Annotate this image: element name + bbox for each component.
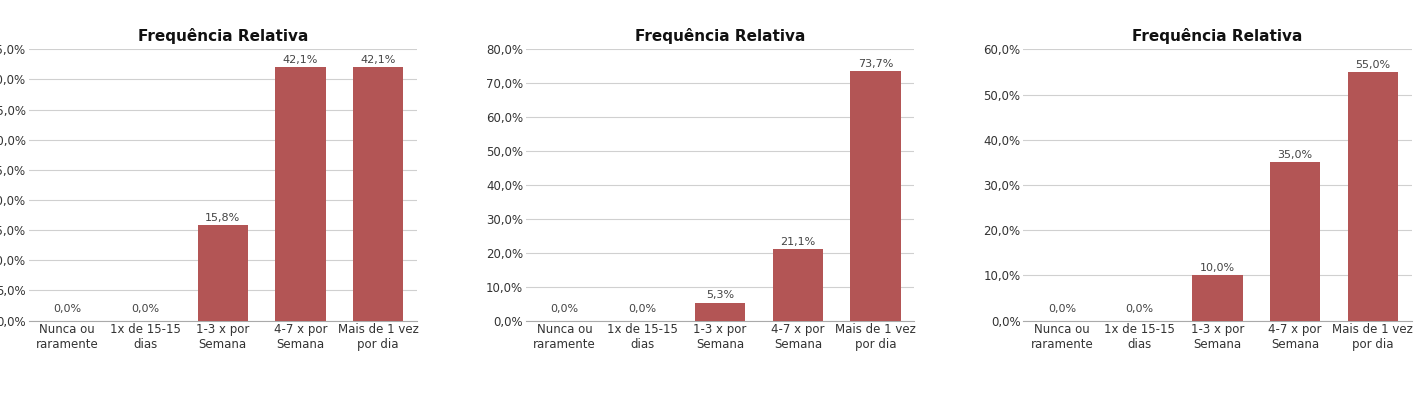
Bar [773,249,823,321]
Text: 42,1%: 42,1% [361,55,396,65]
Text: 0,0%: 0,0% [1125,304,1154,314]
Text: 0,0%: 0,0% [1048,304,1077,314]
Bar [1271,162,1320,321]
Text: 10,0%: 10,0% [1199,263,1235,273]
Bar [1192,275,1242,321]
Bar [354,67,404,321]
Text: 55,0%: 55,0% [1355,60,1390,70]
Text: 0,0%: 0,0% [53,304,81,314]
Text: 0,0%: 0,0% [550,304,579,314]
Text: 42,1%: 42,1% [282,55,318,65]
Text: 5,3%: 5,3% [706,291,734,300]
Bar [850,71,901,321]
Text: 0,0%: 0,0% [131,304,160,314]
Bar [198,225,248,321]
Text: 73,7%: 73,7% [858,58,893,69]
Text: 21,1%: 21,1% [780,237,816,247]
Title: Frequência Relativa: Frequência Relativa [137,28,308,44]
Text: 35,0%: 35,0% [1278,150,1313,160]
Title: Frequência Relativa: Frequência Relativa [635,28,806,44]
Title: Frequência Relativa: Frequência Relativa [1132,28,1303,44]
Text: 15,8%: 15,8% [205,213,241,223]
Bar [275,67,325,321]
Bar [694,302,746,321]
Text: 0,0%: 0,0% [629,304,656,314]
Bar [1348,72,1397,321]
